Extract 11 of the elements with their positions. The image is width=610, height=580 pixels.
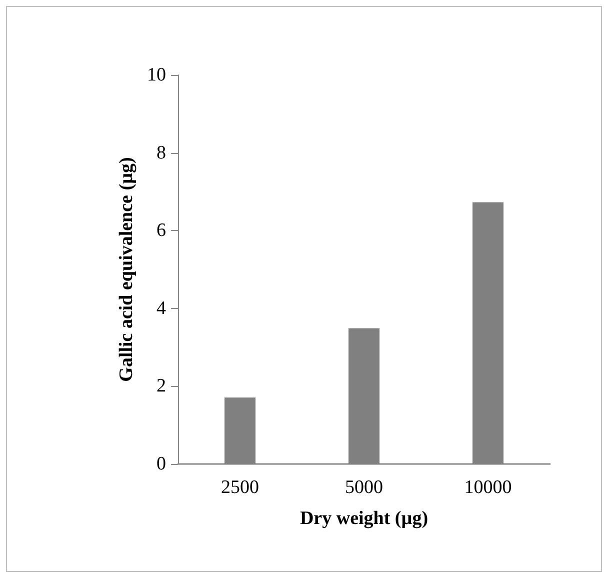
y-tick-label: 4 (156, 298, 166, 319)
y-tick-label: 0 (156, 454, 166, 474)
x-axis-title: Dry weight (µg) (300, 508, 428, 529)
y-tick-label: 6 (156, 220, 166, 242)
x-tick-label: 10000 (464, 477, 512, 498)
x-tick-label: 2500 (221, 477, 259, 498)
y-axis-title: Gallic acid equivalence (µg) (116, 157, 138, 382)
y-tick-label: 10 (147, 64, 166, 86)
y-tick-label: 2 (156, 376, 166, 397)
x-tick-label: 5000 (345, 477, 383, 498)
y-tick-label: 8 (156, 142, 166, 164)
